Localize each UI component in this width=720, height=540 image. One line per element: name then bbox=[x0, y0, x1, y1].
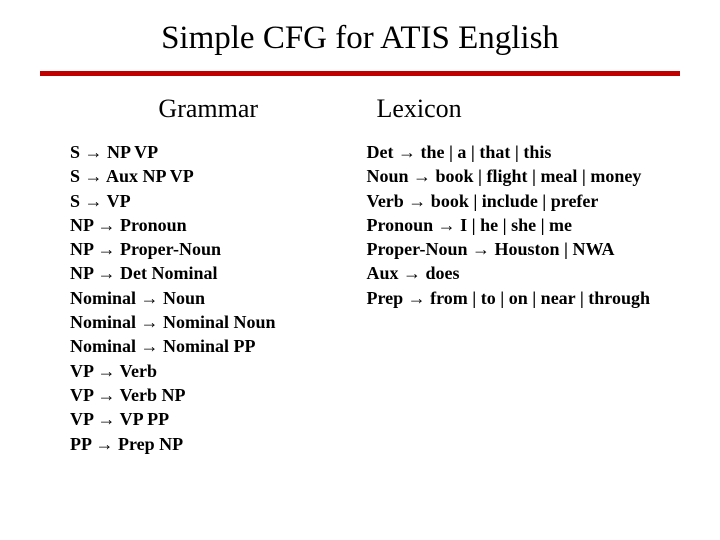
grammar-rule: Nominal → Nominal PP bbox=[70, 334, 346, 358]
lexicon-rules: Det → the | a | that | thisNoun → book |… bbox=[366, 140, 650, 310]
grammar-column: Grammar S → NP VPS → Aux NP VPS → VPNP →… bbox=[70, 94, 346, 456]
slide-title: Simple CFG for ATIS English bbox=[40, 20, 680, 57]
grammar-rule: VP → Verb NP bbox=[70, 383, 346, 407]
grammar-rule: Nominal → Noun bbox=[70, 286, 346, 310]
grammar-rule: NP → Proper-Noun bbox=[70, 237, 346, 261]
lexicon-rule: Pronoun → I | he | she | me bbox=[366, 213, 650, 237]
lexicon-rule: Verb → book | include | prefer bbox=[366, 189, 650, 213]
slide: Simple CFG for ATIS English Grammar S → … bbox=[0, 0, 720, 540]
content-columns: Grammar S → NP VPS → Aux NP VPS → VPNP →… bbox=[40, 94, 680, 456]
lexicon-column: Lexicon Det → the | a | that | thisNoun … bbox=[366, 94, 650, 456]
lexicon-rule: Aux → does bbox=[366, 261, 650, 285]
grammar-rule: NP → Det Nominal bbox=[70, 261, 346, 285]
lexicon-header: Lexicon bbox=[366, 94, 650, 124]
grammar-header: Grammar bbox=[70, 94, 346, 124]
lexicon-rule: Proper-Noun → Houston | NWA bbox=[366, 237, 650, 261]
grammar-rule: Nominal → Nominal Noun bbox=[70, 310, 346, 334]
grammar-rule: VP → VP PP bbox=[70, 407, 346, 431]
grammar-rule: S → VP bbox=[70, 189, 346, 213]
lexicon-rule: Det → the | a | that | this bbox=[366, 140, 650, 164]
grammar-rules: S → NP VPS → Aux NP VPS → VPNP → Pronoun… bbox=[70, 140, 346, 456]
grammar-rule: S → Aux NP VP bbox=[70, 164, 346, 188]
grammar-rule: NP → Pronoun bbox=[70, 213, 346, 237]
grammar-rule: S → NP VP bbox=[70, 140, 346, 164]
lexicon-rule: Prep → from | to | on | near | through bbox=[366, 286, 650, 310]
divider-line bbox=[40, 71, 680, 76]
grammar-rule: VP → Verb bbox=[70, 359, 346, 383]
lexicon-rule: Noun → book | flight | meal | money bbox=[366, 164, 650, 188]
grammar-rule: PP → Prep NP bbox=[70, 432, 346, 456]
